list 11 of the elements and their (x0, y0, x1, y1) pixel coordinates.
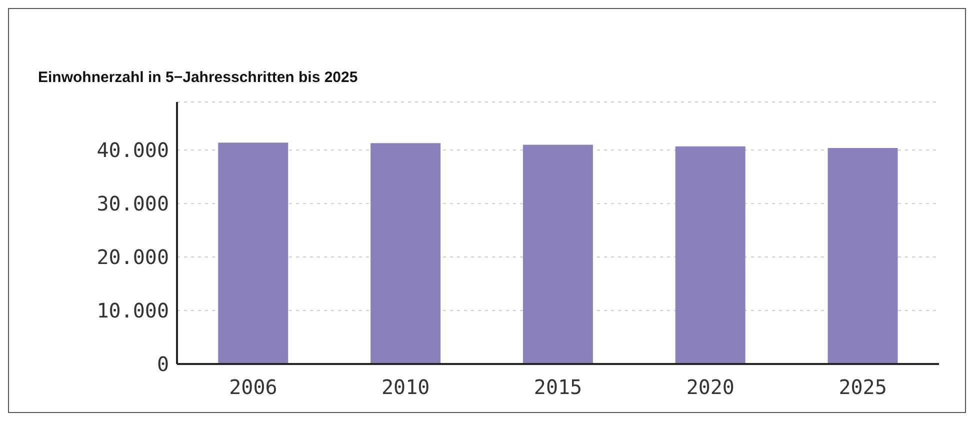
y-tick-label: 10.000 (96, 298, 169, 323)
chart-title: Einwohnerzahl in 5−Jahresschritten bis 2025 (38, 69, 358, 86)
x-tick-label: 2010 (382, 375, 430, 400)
y-tick-label: 40.000 (96, 138, 169, 162)
y-tick-label: 20.000 (96, 245, 169, 270)
x-tick-label: 2025 (838, 375, 887, 400)
x-tick-label: 2015 (534, 375, 582, 400)
x-tick-label: 2006 (229, 375, 278, 400)
y-tick-label: 0 (156, 352, 169, 376)
x-tick-label: 2020 (686, 375, 734, 400)
y-tick-label: 30.000 (96, 192, 169, 216)
